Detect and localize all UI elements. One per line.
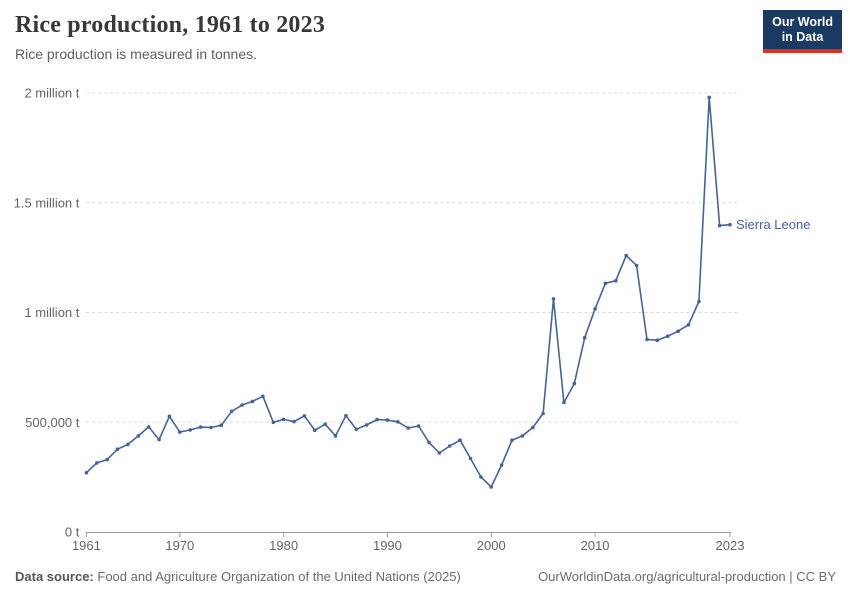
- data-point[interactable]: [281, 417, 286, 422]
- x-tick-label: 1990: [373, 538, 402, 553]
- credit-link[interactable]: OurWorldinData.org/agricultural-producti…: [538, 569, 836, 584]
- data-point[interactable]: [84, 470, 89, 475]
- data-point[interactable]: [209, 425, 213, 430]
- data-point[interactable]: [582, 335, 587, 340]
- data-point[interactable]: [562, 400, 566, 405]
- data-point[interactable]: [717, 223, 722, 228]
- data-point[interactable]: [333, 434, 338, 438]
- data-point[interactable]: [323, 422, 328, 427]
- data-point[interactable]: [136, 434, 141, 438]
- data-point[interactable]: [198, 425, 203, 429]
- x-tick-label: 1980: [269, 538, 298, 553]
- chart-footer: Data source: Food and Agriculture Organi…: [15, 569, 836, 584]
- data-point[interactable]: [95, 461, 99, 465]
- data-point[interactable]: [499, 463, 504, 467]
- data-point[interactable]: [406, 426, 411, 430]
- data-point[interactable]: [385, 418, 390, 422]
- data-point[interactable]: [219, 423, 224, 428]
- data-point[interactable]: [447, 444, 452, 448]
- data-point[interactable]: [427, 440, 431, 445]
- data-point[interactable]: [240, 403, 244, 407]
- data-point[interactable]: [551, 297, 556, 301]
- data-point[interactable]: [229, 409, 234, 414]
- data-point[interactable]: [614, 278, 618, 283]
- data-point[interactable]: [146, 425, 151, 429]
- data-point[interactable]: [126, 442, 130, 447]
- data-point[interactable]: [468, 456, 473, 461]
- data-point[interactable]: [655, 338, 660, 343]
- data-point[interactable]: [510, 438, 514, 443]
- data-point[interactable]: [416, 424, 421, 428]
- y-tick-label: 500,000 t: [25, 415, 80, 430]
- data-point[interactable]: [437, 451, 442, 455]
- data-point[interactable]: [261, 394, 265, 399]
- y-tick-label: 0 t: [65, 525, 80, 540]
- data-point[interactable]: [458, 438, 462, 443]
- x-tick-label: 1961: [72, 538, 101, 553]
- data-point[interactable]: [354, 427, 359, 432]
- data-point[interactable]: [634, 263, 639, 268]
- data-point[interactable]: [665, 334, 670, 339]
- data-point[interactable]: [676, 329, 680, 334]
- x-tick-label: 2023: [716, 538, 745, 553]
- data-source-note: Data source: Food and Agriculture Organi…: [15, 569, 461, 584]
- data-point[interactable]: [178, 430, 182, 434]
- data-point[interactable]: [250, 399, 255, 404]
- x-tick-label: 1970: [165, 538, 194, 553]
- x-tick-label: 2010: [581, 538, 610, 553]
- data-point[interactable]: [188, 428, 192, 432]
- data-point[interactable]: [479, 475, 483, 479]
- data-point[interactable]: [115, 447, 120, 452]
- data-point[interactable]: [489, 485, 494, 489]
- data-point[interactable]: [572, 381, 577, 386]
- data-point[interactable]: [593, 307, 597, 311]
- data-point[interactable]: [707, 95, 711, 100]
- data-point[interactable]: [603, 281, 608, 286]
- data-point[interactable]: [697, 299, 701, 304]
- data-point[interactable]: [167, 414, 172, 419]
- data-point[interactable]: [645, 337, 649, 342]
- y-tick-label: 2 million t: [24, 86, 79, 101]
- data-source-text: Food and Agriculture Organization of the…: [97, 569, 461, 584]
- chart-header: Rice production, 1961 to 2023 Rice produ…: [15, 12, 325, 62]
- entity-label[interactable]: Sierra Leone: [736, 217, 810, 232]
- page-title: Rice production, 1961 to 2023: [15, 12, 326, 38]
- owid-logo[interactable]: Our World in Data: [763, 10, 842, 53]
- data-source-label: Data source:: [15, 569, 94, 584]
- y-tick-label: 1.5 million t: [14, 195, 80, 210]
- data-point[interactable]: [375, 417, 379, 422]
- data-point[interactable]: [686, 323, 691, 327]
- data-point[interactable]: [344, 413, 348, 418]
- data-point[interactable]: [302, 414, 307, 418]
- data-point[interactable]: [520, 434, 525, 438]
- data-point[interactable]: [531, 425, 535, 430]
- data-point[interactable]: [541, 411, 545, 416]
- data-point[interactable]: [271, 420, 276, 425]
- y-tick-label: 1 million t: [24, 305, 79, 320]
- page-subtitle: Rice production is measured in tonnes.: [15, 46, 258, 62]
- data-point[interactable]: [396, 420, 400, 424]
- owid-logo-line1: Our World: [772, 15, 833, 29]
- data-point[interactable]: [105, 457, 109, 462]
- data-point[interactable]: [313, 428, 317, 433]
- owid-logo-line2: in Data: [781, 30, 824, 44]
- x-tick-label: 2000: [477, 538, 506, 553]
- data-point[interactable]: [157, 437, 161, 442]
- data-point[interactable]: [292, 419, 296, 424]
- data-point[interactable]: [728, 222, 732, 227]
- data-point[interactable]: [624, 253, 628, 258]
- data-point[interactable]: [364, 423, 369, 427]
